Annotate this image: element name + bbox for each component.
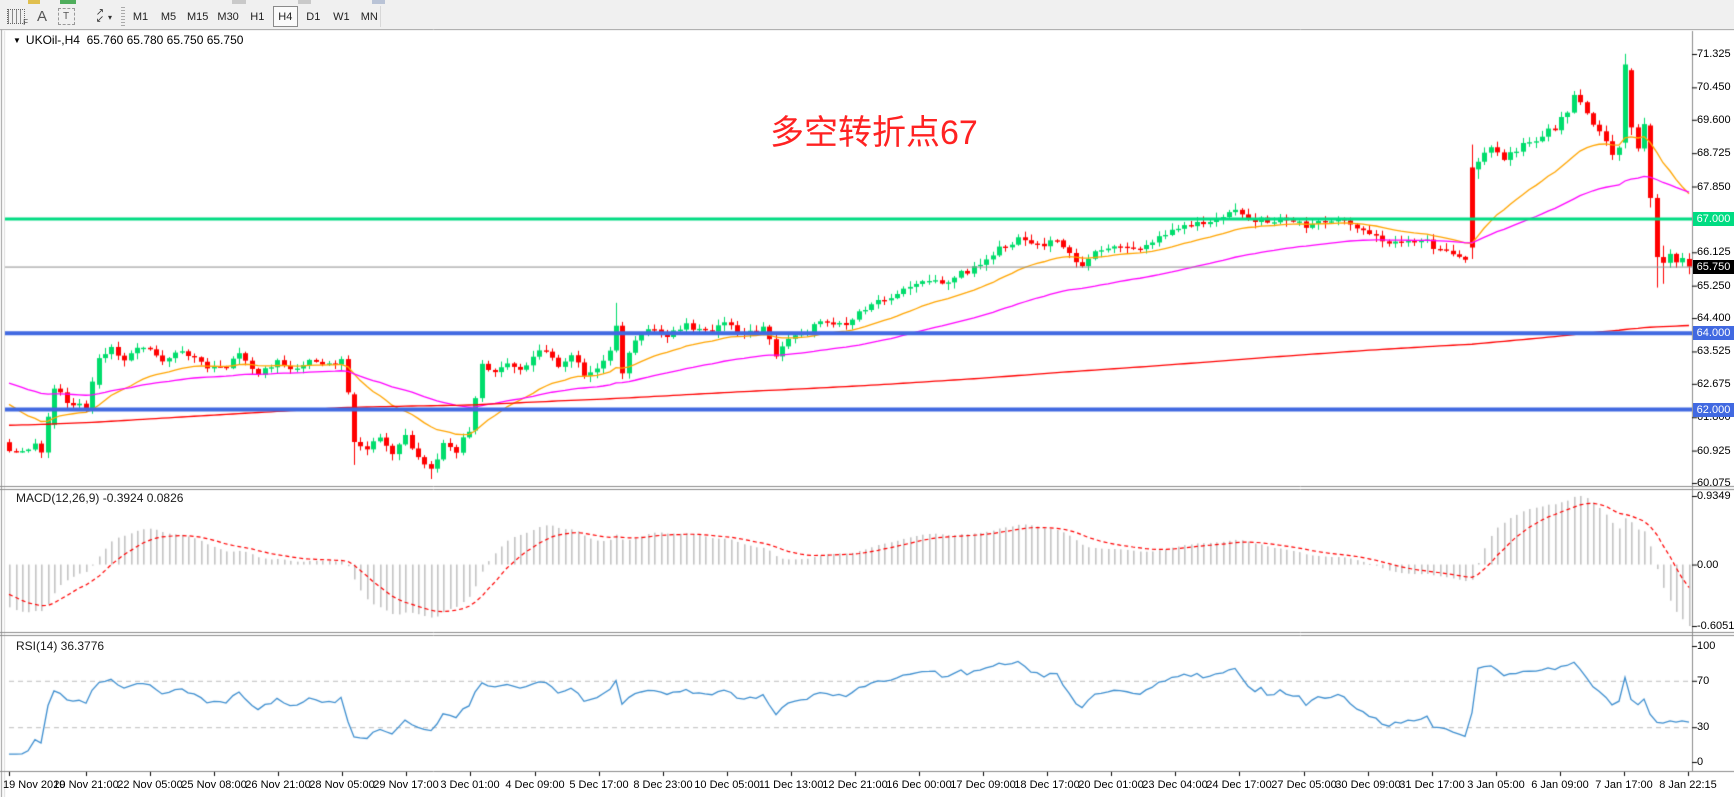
- text-box-icon: T: [57, 7, 75, 25]
- timeframe-button-m5[interactable]: M5: [156, 6, 181, 27]
- timeframe-button-h4[interactable]: H4: [272, 6, 298, 27]
- toolbar-grip[interactable]: [121, 7, 125, 26]
- toolbar-separator: [380, 6, 381, 27]
- main-toolbar: F A T ↗ ↙ ▾ M1 M5 M15 M30 H1 H4 D1 W1 MN: [0, 4, 1734, 29]
- timeframe-button-mn[interactable]: MN: [357, 6, 382, 27]
- timeframe-button-m15[interactable]: M15: [184, 6, 211, 27]
- text-a-icon: A: [36, 7, 47, 25]
- timeframe-button-w1[interactable]: W1: [329, 6, 354, 27]
- diagonal-arrows-icon: ↗ ↙: [95, 7, 105, 25]
- text-box-tool-button[interactable]: T: [55, 5, 77, 27]
- toolbar-fragment-icon: [28, 0, 40, 4]
- grid-tool-button[interactable]: F: [5, 5, 28, 27]
- timeframe-button-d1[interactable]: D1: [301, 6, 326, 27]
- text-label-tool-button[interactable]: A: [31, 5, 53, 27]
- timeframe-button-m30[interactable]: M30: [214, 6, 241, 27]
- toolbar-fragment-icon: [372, 0, 385, 4]
- toolbar-fragment-icon: [232, 0, 246, 4]
- timeframe-button-h1[interactable]: H1: [245, 6, 270, 27]
- timeframe-toolbar: M1 M5 M15 M30 H1 H4 D1 W1 MN: [128, 6, 382, 27]
- window-top-edge: [0, 0, 1734, 4]
- grid-icon: F: [7, 8, 28, 27]
- cursor-mode-button[interactable]: ↗ ↙ ▾: [84, 5, 114, 27]
- toolbar-fragment-icon: [298, 0, 311, 4]
- toolbar-fragment-icon: [60, 0, 76, 4]
- chevron-down-icon: ▾: [108, 13, 113, 22]
- timeframe-button-m1[interactable]: M1: [128, 6, 153, 27]
